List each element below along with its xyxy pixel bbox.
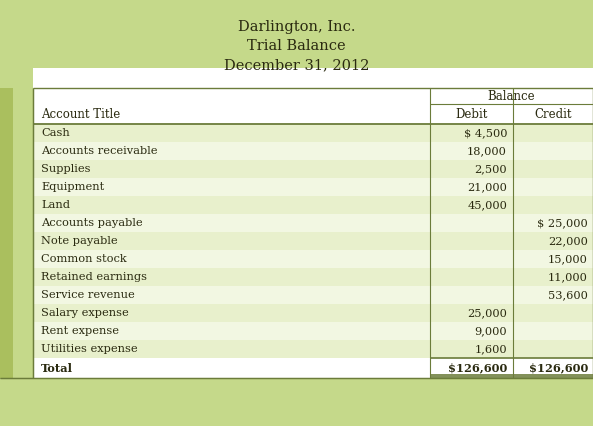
Bar (33, 250, 593, 268)
Text: Retained earnings: Retained earnings (41, 272, 147, 282)
Bar (33, 178, 593, 196)
Text: Service revenue: Service revenue (41, 290, 135, 300)
Text: 25,000: 25,000 (467, 308, 507, 318)
Text: 22,000: 22,000 (548, 236, 588, 246)
Text: Note payable: Note payable (41, 236, 117, 246)
Text: $ 4,500: $ 4,500 (464, 128, 507, 138)
Bar (33, 268, 593, 286)
Bar (33, 196, 593, 214)
Text: Equipment: Equipment (41, 182, 104, 192)
Text: December 31, 2012: December 31, 2012 (224, 58, 369, 72)
Bar (0, 378, 593, 426)
Bar (33, 232, 593, 250)
Text: Land: Land (41, 200, 70, 210)
Bar (33, 214, 593, 232)
Bar (33, 286, 593, 304)
Text: Debit: Debit (455, 107, 487, 121)
Bar (33, 304, 593, 322)
Text: Balance: Balance (487, 89, 535, 103)
Bar (33, 88, 593, 378)
Text: 1,600: 1,600 (474, 344, 507, 354)
Text: Cash: Cash (41, 128, 70, 138)
Text: 21,000: 21,000 (467, 182, 507, 192)
Text: $ 25,000: $ 25,000 (537, 218, 588, 228)
Bar (13, 88, 33, 378)
Text: Rent expense: Rent expense (41, 326, 119, 336)
Text: Utilities expense: Utilities expense (41, 344, 138, 354)
Text: 11,000: 11,000 (548, 272, 588, 282)
Text: Accounts receivable: Accounts receivable (41, 146, 158, 156)
Text: Total: Total (41, 363, 73, 374)
Bar (33, 142, 593, 160)
Text: 2,500: 2,500 (474, 164, 507, 174)
Text: $126,600: $126,600 (448, 363, 507, 374)
Text: 15,000: 15,000 (548, 254, 588, 264)
Text: 53,600: 53,600 (548, 290, 588, 300)
Bar (0, 88, 13, 378)
Text: Salary expense: Salary expense (41, 308, 129, 318)
Bar (33, 340, 593, 358)
Text: Credit: Credit (534, 107, 572, 121)
Text: Supplies: Supplies (41, 164, 91, 174)
Text: Trial Balance: Trial Balance (247, 39, 346, 53)
Text: 9,000: 9,000 (474, 326, 507, 336)
Text: Accounts payable: Accounts payable (41, 218, 143, 228)
Text: 18,000: 18,000 (467, 146, 507, 156)
Bar (33, 358, 593, 378)
Text: 45,000: 45,000 (467, 200, 507, 210)
Bar (33, 124, 593, 142)
Bar (33, 160, 593, 178)
Text: $126,600: $126,600 (528, 363, 588, 374)
Text: Account Title: Account Title (41, 107, 120, 121)
Bar (33, 322, 593, 340)
Text: Common stock: Common stock (41, 254, 127, 264)
Bar (33, 68, 593, 104)
Text: Darlington, Inc.: Darlington, Inc. (238, 20, 355, 34)
